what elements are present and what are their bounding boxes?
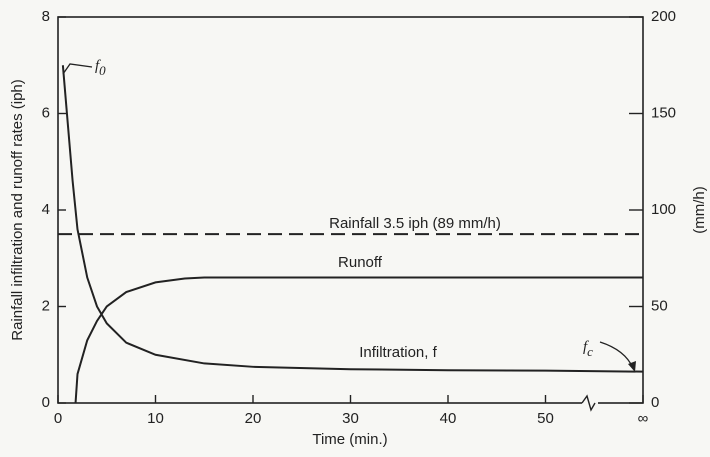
y2-tick-label: 0 [651, 394, 659, 411]
y-tick-label: 2 [42, 297, 50, 314]
x-tick-label: 0 [54, 410, 62, 427]
annotation-arrowhead [628, 361, 636, 372]
y-tick-label: 6 [42, 104, 50, 121]
x-tick-label: 20 [245, 410, 262, 427]
y-tick-label: 4 [42, 201, 50, 218]
x-tick-label: 30 [342, 410, 359, 427]
y2-tick-label: 200 [651, 8, 676, 25]
x-tick-label: 40 [440, 410, 457, 427]
annotation-text: f [583, 339, 589, 355]
axis-break [581, 394, 596, 412]
axis-break-gap [582, 396, 598, 410]
y2-tick-label: 150 [651, 104, 676, 121]
y-tick-label: 8 [42, 8, 50, 25]
annotation-arrow [599, 341, 634, 369]
x-tick-label: 50 [537, 410, 554, 427]
annotation-text: f [95, 58, 101, 74]
annotation-leader [62, 63, 93, 75]
annotation-sub: c [587, 344, 593, 359]
series-label: Infiltration, f [359, 344, 437, 361]
series-line [74, 276, 643, 404]
x-tick-label: ∞ [638, 410, 649, 427]
annotation: fc [583, 339, 593, 359]
x-axis-label: Time (min.) [312, 431, 387, 448]
y2-axis-label: (mm/h) [691, 186, 708, 234]
series-line [61, 65, 644, 373]
series-label: Rainfall 3.5 iph (89 mm/h) [329, 215, 501, 232]
annotation: f0 [95, 58, 106, 78]
plot-frame [57, 16, 644, 404]
y-axis-label: Rainfall infiltration and runoff rates (… [9, 79, 26, 341]
y2-tick-label: 100 [651, 201, 676, 218]
y-tick-label: 0 [42, 394, 50, 411]
annotation-sub: 0 [99, 63, 106, 78]
x-tick-label: 10 [147, 410, 164, 427]
series-label: Runoff [338, 254, 383, 271]
y2-tick-label: 50 [651, 297, 668, 314]
